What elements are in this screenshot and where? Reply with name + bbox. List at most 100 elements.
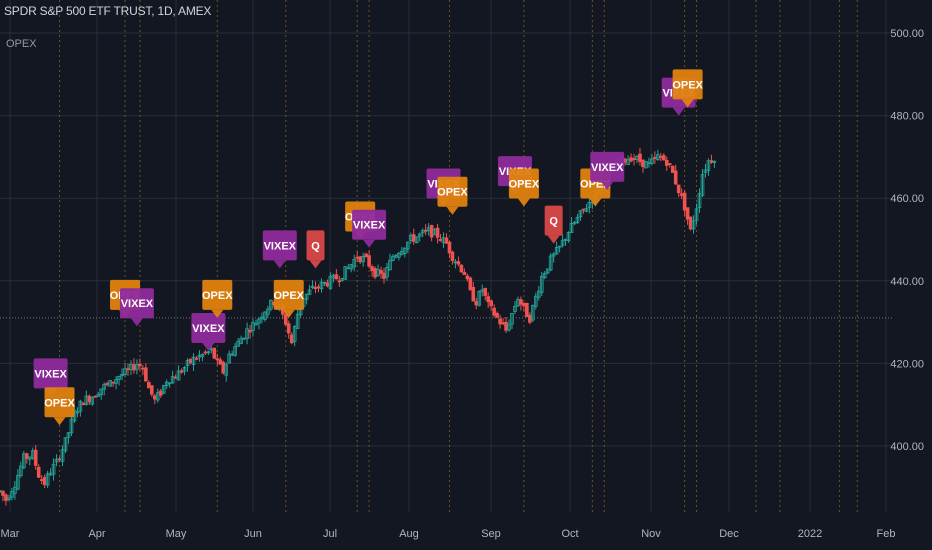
marker-opex[interactable]: OPEX [273,279,305,318]
candle-body [257,318,261,324]
marker-pointer [517,198,530,207]
marker-vixex[interactable]: VIXEX [191,312,226,351]
x-tick-label: Nov [641,528,661,540]
candle-body [578,210,583,218]
candle-body [325,282,330,287]
candle-body [304,293,309,300]
x-tick-label: Feb [877,528,896,540]
candle-body [206,351,211,354]
marker-opex[interactable]: OPEX [509,168,540,207]
candle-body [679,193,684,196]
candle-body [358,256,362,263]
candle-body [191,356,196,365]
marker-q[interactable]: Q [544,205,563,244]
marker-pointer [672,107,685,116]
candle-body [712,160,717,163]
candle-body [248,330,252,333]
marker-vixex[interactable]: VIXEX [33,358,68,397]
marker-opex[interactable]: OPEX [437,176,468,215]
candle-body [691,220,696,230]
time-axis[interactable]: Mar Apr May Jun Jul Aug Sep Oct Nov Dec 2022 Feb [1,528,896,540]
candles [0,147,717,506]
candle-body [566,232,571,242]
candle-body [307,289,312,295]
marker-q[interactable]: Q [306,230,325,269]
candle-body [548,255,553,271]
marker-box [437,176,468,207]
candle-body [334,274,339,280]
marker-pointer [363,239,376,248]
candle-body [510,313,514,325]
candle-body [111,381,115,384]
candle-body [584,208,589,212]
marker-opex[interactable]: OPEX [44,387,75,426]
marker-pointer [202,342,215,351]
candle-body [123,368,127,375]
candle-body [1,490,5,496]
candle-body [653,157,657,159]
candle-body [468,277,473,291]
x-tick-label: Jun [244,528,262,540]
marker-opex[interactable]: OPEX [672,69,704,108]
candle-body [316,286,321,289]
candle-body [289,334,294,344]
candle-body [292,326,297,342]
marker-pointer [53,417,66,426]
marker-pointer [681,99,694,108]
candle-body [81,402,86,406]
candle-body [673,170,678,185]
candle-body [158,390,163,396]
marker-vixex[interactable]: VIXEX [590,151,625,190]
candle-body [664,159,669,166]
x-tick-label: Sep [481,528,501,540]
x-tick-label: Mar [1,528,20,540]
candle-body [498,318,502,325]
candle-body [513,306,517,312]
marker-vixex[interactable]: VIXEX [262,230,297,269]
candle-body [659,156,663,158]
candle-body [650,158,654,164]
marker-pointer [273,260,286,269]
candle-body [670,165,675,173]
marker-label: OPEX [509,178,540,190]
candle-body [10,491,14,498]
candle-body [370,266,374,272]
candle-body [641,159,645,168]
indicator-name: OPEX [6,38,37,50]
event-markers[interactable]: VIXEX OPEX OPEX VIXEX VIXEX OPEX VIXEX OPEX Q OPE… [33,69,704,426]
candle-body [709,160,714,163]
candle-body [575,217,580,224]
candle-body [676,184,681,194]
marker-vixex[interactable]: VIXEX [119,288,154,327]
candle-body [525,303,529,318]
candle-body [63,437,68,452]
candle-body [16,474,20,490]
candle-body [531,304,535,321]
marker-pointer [589,198,602,207]
candle-body [173,376,178,379]
marker-opex[interactable]: OPEX [202,279,233,318]
candle-body [87,395,92,403]
candle-body [456,261,461,265]
marker-box [202,279,233,310]
candle-body [688,216,693,230]
candle-body [703,169,708,173]
candle-body [489,300,493,307]
price-axis[interactable]: 400.00 420.00 440.00 460.00 480.00 500.00 [890,28,924,453]
candle-body [545,268,550,274]
candle-body [417,233,422,237]
marker-vixex[interactable]: VIXEX [352,209,387,248]
candle-body [420,230,425,234]
candle-body [444,237,449,244]
candle-body [519,299,523,305]
candle-body [388,259,392,271]
candle-body [155,392,160,401]
marker-label: VIXEX [121,298,154,310]
candle-body [266,308,270,315]
candle-body [283,314,288,325]
candle-body [126,368,130,371]
candle-body [501,322,505,325]
candle-body [528,314,532,323]
